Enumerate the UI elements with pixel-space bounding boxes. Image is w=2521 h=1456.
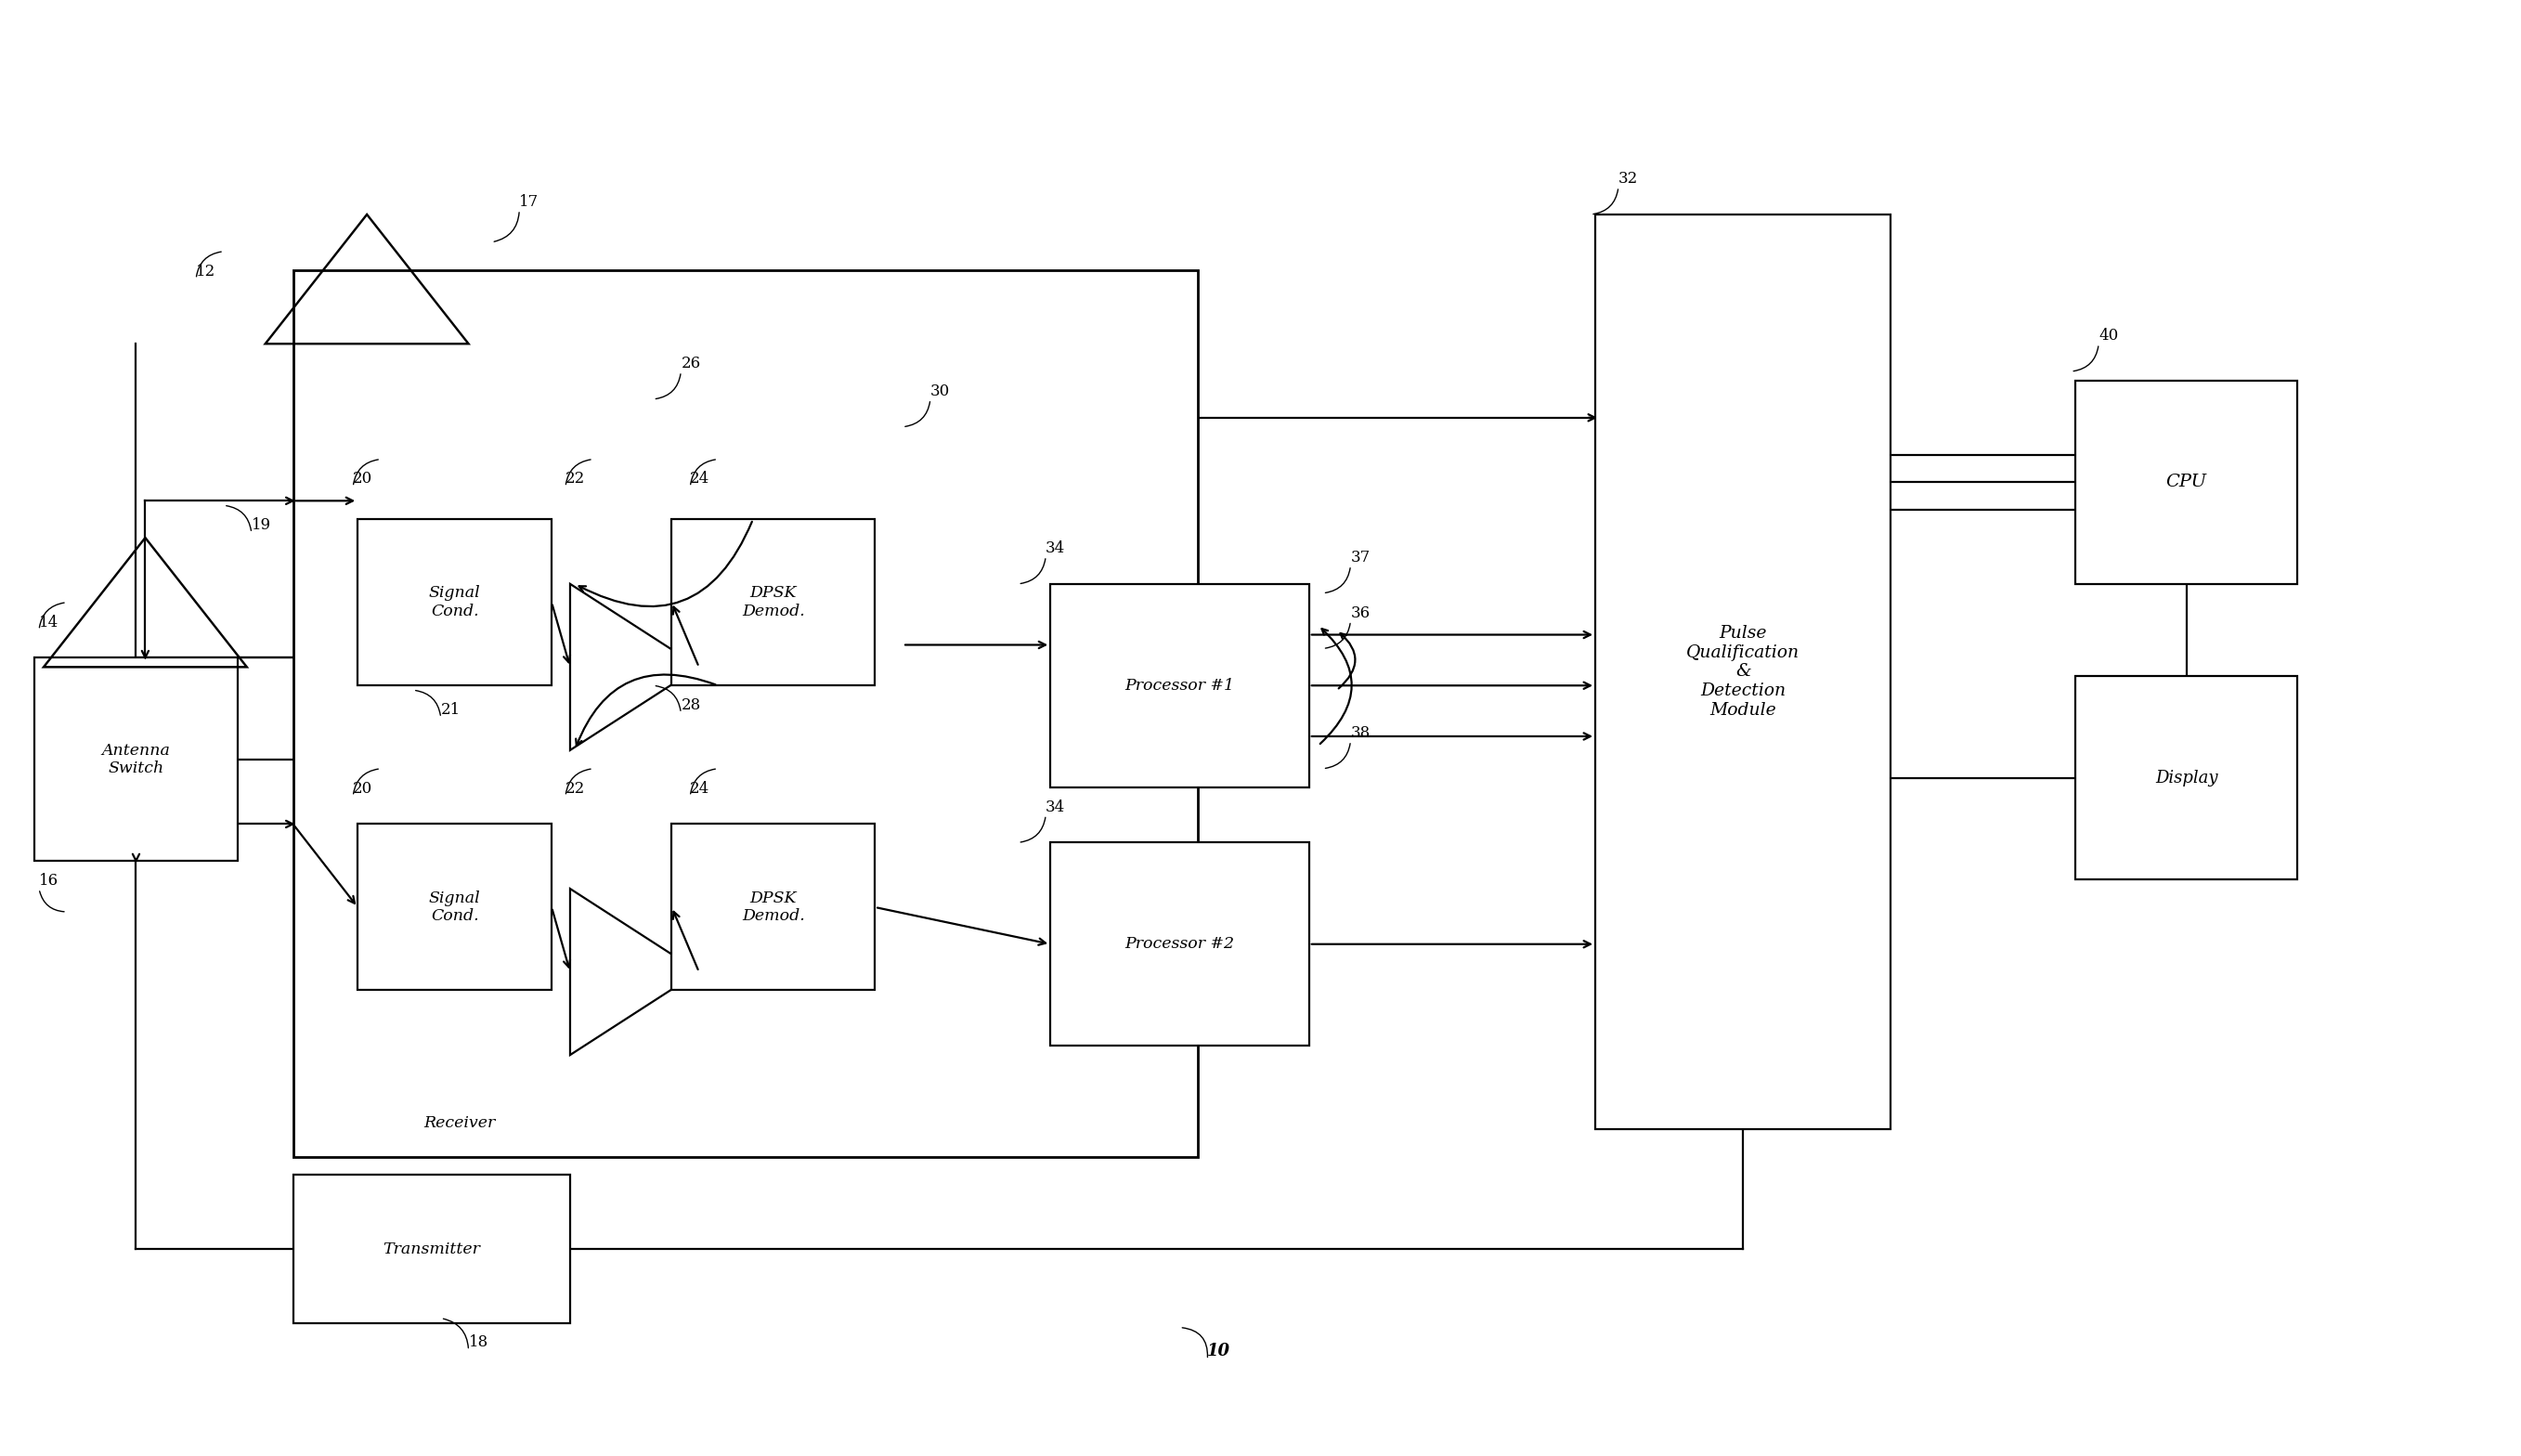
FancyBboxPatch shape (2075, 676, 2297, 879)
Text: 32: 32 (1618, 170, 1639, 186)
Text: 20: 20 (353, 780, 373, 796)
Text: Signal
Cond.: Signal Cond. (429, 890, 482, 925)
Text: 20: 20 (353, 472, 373, 486)
Text: Pulse
Qualification
&
Detection
Module: Pulse Qualification & Detection Module (1687, 625, 1800, 719)
Text: Antenna
Switch: Antenna Switch (101, 743, 171, 776)
FancyBboxPatch shape (358, 520, 552, 686)
Text: 16: 16 (38, 874, 58, 888)
Text: 36: 36 (1351, 606, 1371, 620)
FancyBboxPatch shape (292, 269, 1197, 1156)
FancyBboxPatch shape (1051, 843, 1308, 1045)
Text: 19: 19 (252, 517, 272, 533)
FancyBboxPatch shape (671, 824, 875, 990)
FancyBboxPatch shape (358, 824, 552, 990)
Text: 18: 18 (469, 1335, 489, 1351)
Text: 14: 14 (38, 614, 58, 630)
Text: 22: 22 (565, 780, 585, 796)
Text: 24: 24 (691, 780, 711, 796)
FancyBboxPatch shape (2075, 380, 2297, 584)
Text: 26: 26 (681, 355, 701, 371)
Text: 38: 38 (1351, 725, 1371, 741)
Text: 17: 17 (519, 194, 539, 210)
Text: 10: 10 (1208, 1342, 1230, 1360)
Text: Processor #2: Processor #2 (1124, 936, 1235, 952)
FancyBboxPatch shape (35, 658, 237, 860)
Text: 34: 34 (1046, 540, 1066, 556)
Text: 24: 24 (691, 472, 711, 486)
Text: 34: 34 (1046, 799, 1066, 815)
Text: Display: Display (2155, 770, 2218, 786)
Text: 28: 28 (681, 697, 701, 713)
Text: 21: 21 (441, 702, 461, 718)
Text: DPSK
Demod.: DPSK Demod. (741, 585, 804, 619)
FancyBboxPatch shape (671, 520, 875, 686)
Text: 40: 40 (2097, 328, 2118, 344)
Text: 30: 30 (930, 383, 950, 399)
Text: DPSK
Demod.: DPSK Demod. (741, 890, 804, 925)
Text: Receiver: Receiver (424, 1115, 494, 1131)
Text: Transmitter: Transmitter (383, 1241, 479, 1257)
Text: CPU: CPU (2166, 475, 2206, 491)
FancyBboxPatch shape (292, 1175, 570, 1324)
FancyBboxPatch shape (1596, 214, 1891, 1128)
Text: Signal
Cond.: Signal Cond. (429, 585, 482, 619)
Text: 37: 37 (1351, 550, 1371, 565)
Text: Processor #1: Processor #1 (1124, 677, 1235, 693)
Text: 12: 12 (197, 264, 217, 280)
FancyBboxPatch shape (1051, 584, 1308, 788)
Text: 22: 22 (565, 472, 585, 486)
